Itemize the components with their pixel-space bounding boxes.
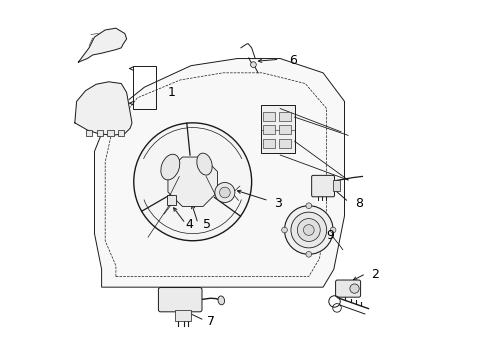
Text: 2: 2 (370, 268, 378, 281)
Circle shape (290, 212, 326, 248)
Text: 9: 9 (325, 229, 333, 242)
FancyBboxPatch shape (158, 288, 202, 312)
Circle shape (284, 206, 332, 254)
Circle shape (303, 225, 313, 235)
Bar (260, 105, 294, 153)
Text: 7: 7 (206, 315, 214, 328)
Polygon shape (78, 28, 126, 62)
Text: 6: 6 (288, 54, 296, 67)
Text: 1: 1 (167, 86, 175, 99)
Circle shape (134, 123, 251, 241)
Text: 8: 8 (354, 197, 362, 210)
Circle shape (250, 62, 256, 67)
Bar (133, 66, 156, 109)
Bar (97, 130, 103, 136)
Bar (86, 130, 92, 136)
Ellipse shape (196, 153, 212, 175)
Bar (279, 125, 290, 134)
Bar (263, 139, 275, 148)
Circle shape (349, 284, 358, 293)
Bar (107, 130, 114, 136)
Bar (118, 130, 124, 136)
Text: 3: 3 (274, 197, 282, 210)
Circle shape (281, 227, 287, 233)
Circle shape (329, 227, 335, 233)
Bar (332, 180, 340, 191)
Circle shape (305, 203, 311, 208)
Circle shape (219, 187, 230, 198)
Circle shape (305, 251, 311, 257)
Bar (166, 195, 175, 204)
Text: 5: 5 (203, 218, 210, 231)
Polygon shape (75, 82, 132, 135)
Ellipse shape (218, 296, 224, 305)
Ellipse shape (161, 154, 180, 180)
Bar (263, 112, 275, 121)
Bar (263, 125, 275, 134)
Polygon shape (167, 157, 217, 207)
FancyBboxPatch shape (335, 280, 360, 297)
Bar (175, 310, 190, 321)
Text: 4: 4 (185, 218, 193, 231)
Circle shape (214, 183, 234, 203)
Bar (279, 139, 290, 148)
Bar (279, 112, 290, 121)
FancyBboxPatch shape (311, 175, 334, 197)
Circle shape (297, 219, 320, 242)
Polygon shape (94, 59, 344, 287)
